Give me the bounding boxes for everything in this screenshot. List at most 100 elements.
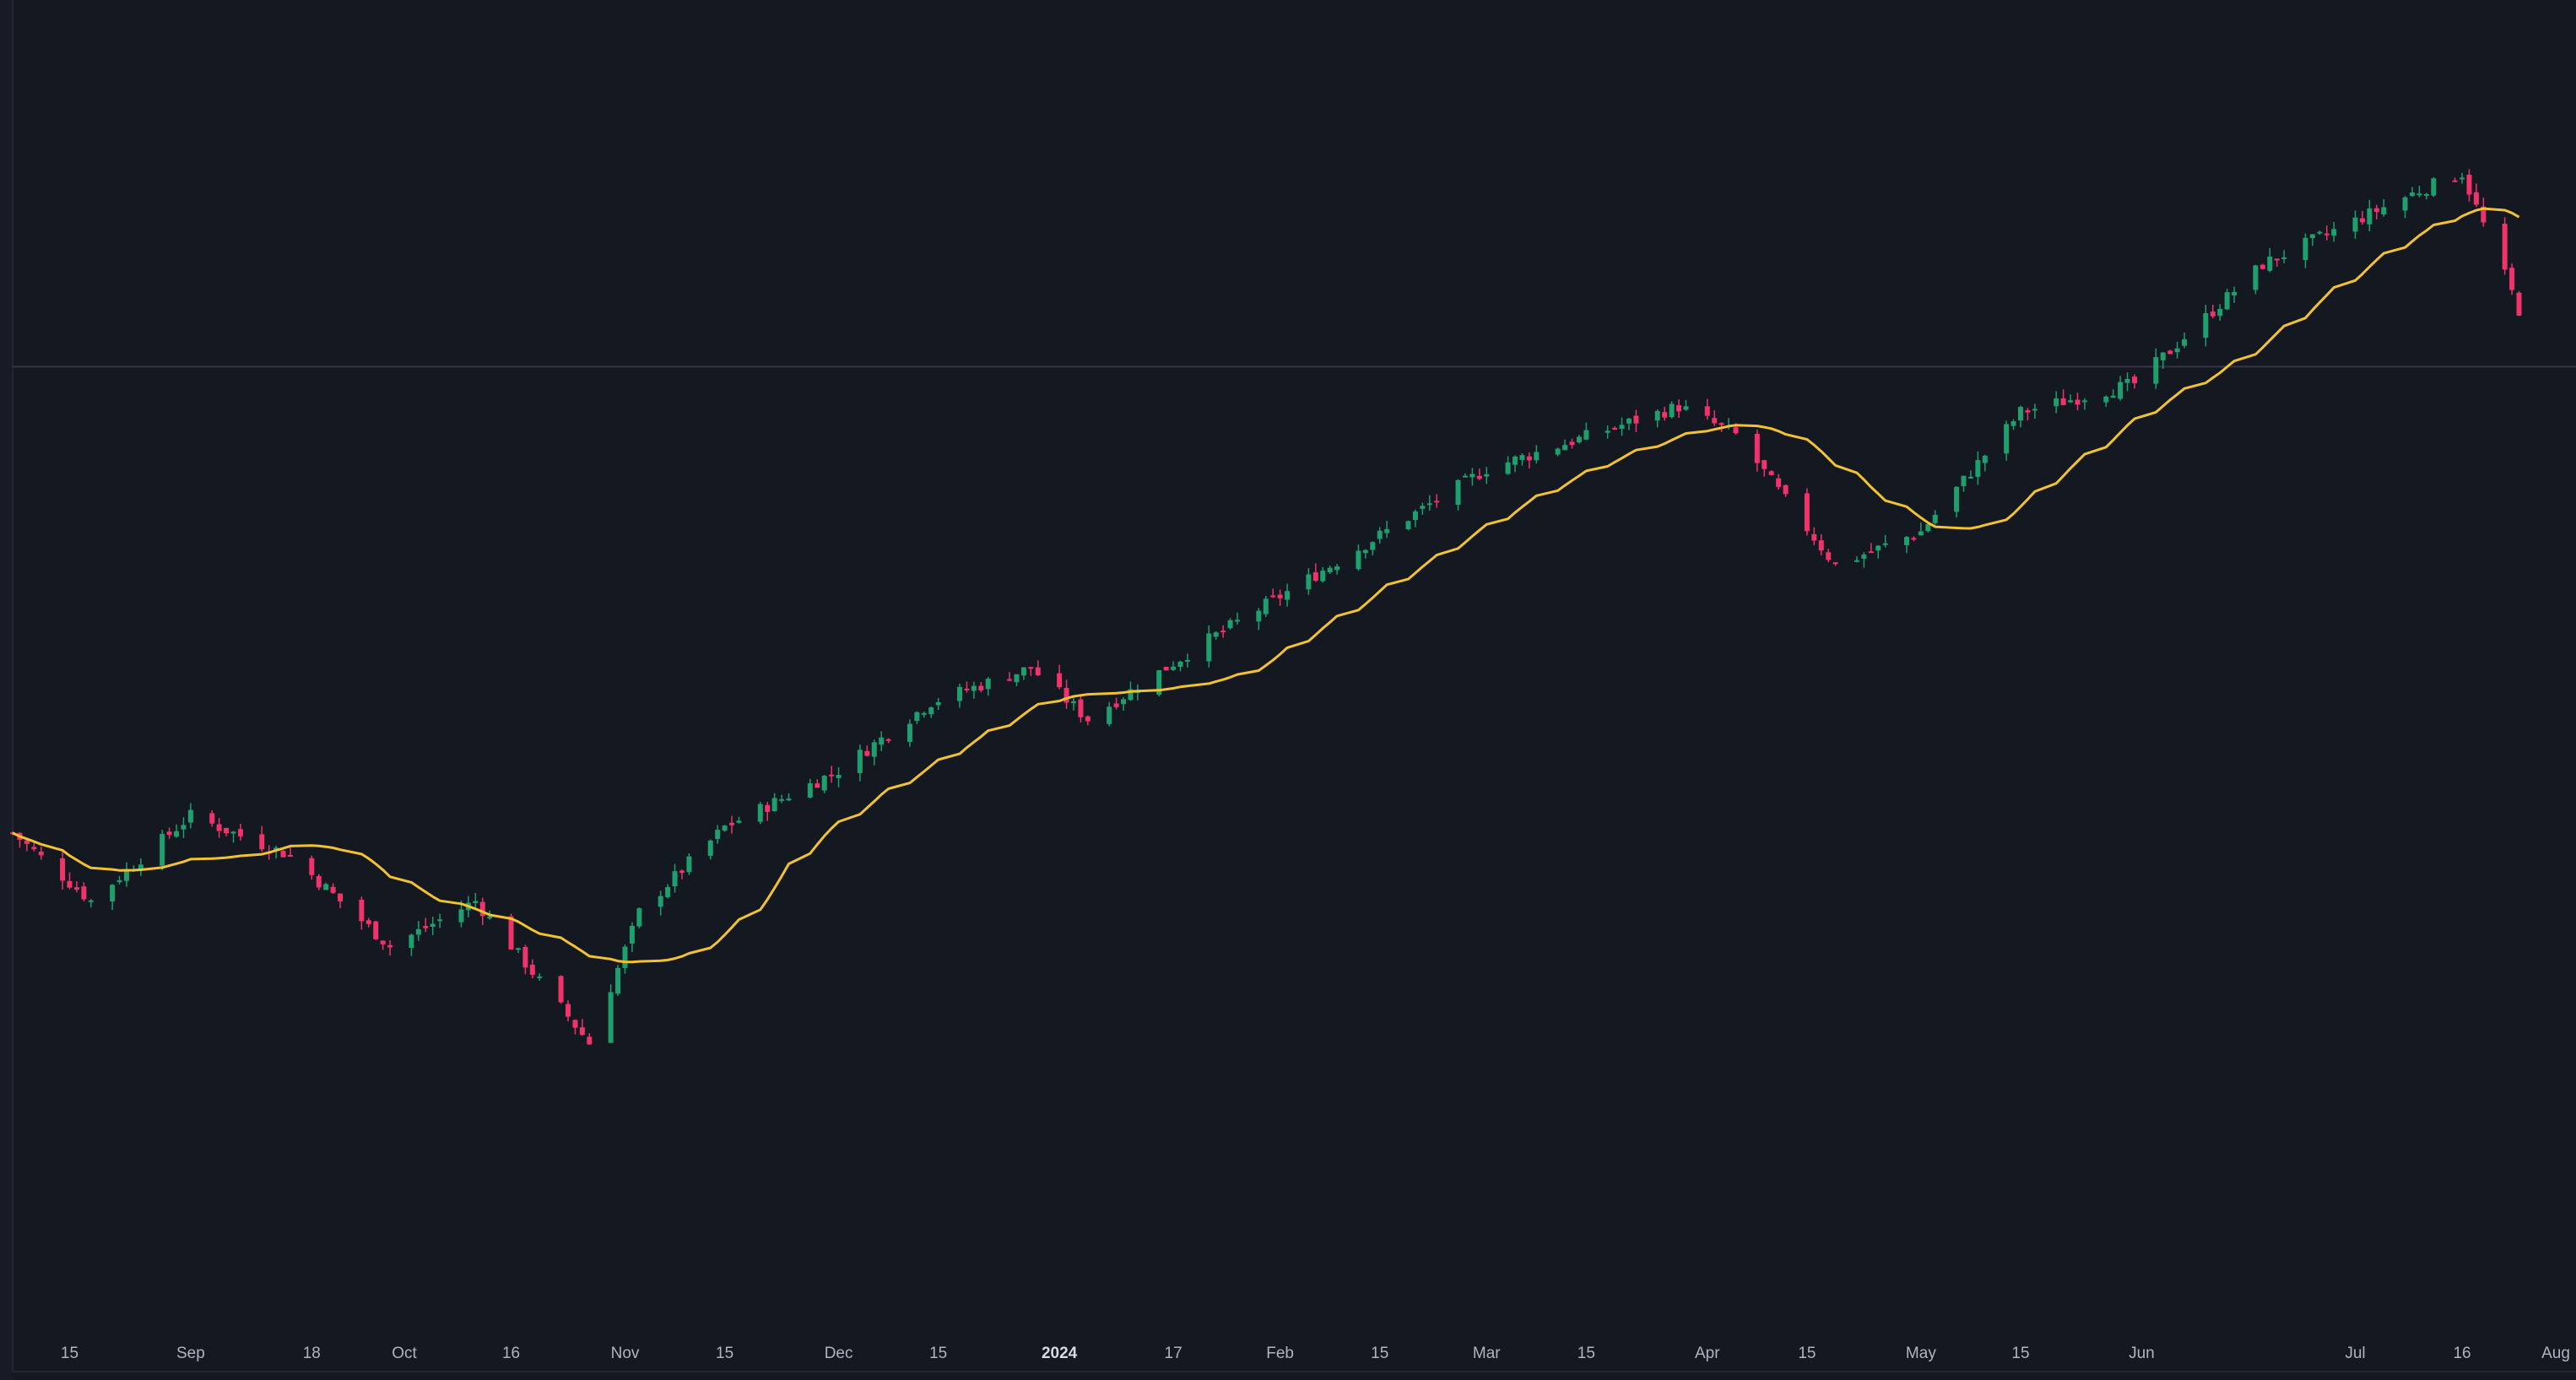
candle-down[interactable]: [280, 851, 286, 858]
candle-up[interactable]: [1626, 418, 1632, 424]
candle-up[interactable]: [779, 798, 785, 801]
candle-up[interactable]: [1171, 666, 1177, 670]
candle-down[interactable]: [1804, 493, 1810, 532]
candle-down[interactable]: [81, 886, 87, 900]
candle-down[interactable]: [1277, 594, 1283, 598]
candle-down[interactable]: [1035, 667, 1041, 676]
candle-up[interactable]: [1213, 632, 1219, 637]
candle-down[interactable]: [479, 901, 485, 917]
candle-up[interactable]: [622, 946, 628, 968]
candle-up[interactable]: [1306, 574, 1312, 590]
candle-down[interactable]: [2075, 399, 2081, 405]
candle-up[interactable]: [2124, 378, 2130, 383]
candle-down[interactable]: [1078, 699, 1084, 717]
candle-up[interactable]: [1285, 591, 1291, 600]
candle-down[interactable]: [338, 893, 344, 901]
candle-down[interactable]: [587, 1036, 593, 1045]
candle-up[interactable]: [2110, 395, 2116, 398]
candle-up[interactable]: [2267, 257, 2273, 271]
candle-up[interactable]: [2431, 178, 2437, 196]
candle-down[interactable]: [2060, 398, 2066, 406]
candle-up[interactable]: [2253, 265, 2259, 290]
candle-down[interactable]: [1085, 716, 1090, 722]
candle-up[interactable]: [2004, 424, 2010, 454]
candle-up[interactable]: [430, 923, 436, 927]
candle-up[interactable]: [914, 712, 920, 722]
candle-down[interactable]: [237, 829, 243, 836]
candle-up[interactable]: [123, 869, 129, 881]
candle-up[interactable]: [2054, 398, 2059, 407]
candle-up[interactable]: [1576, 436, 1582, 443]
candle-up[interactable]: [116, 879, 122, 883]
candle-up[interactable]: [2010, 421, 2016, 426]
candle-down[interactable]: [829, 774, 835, 777]
candle-up[interactable]: [1156, 670, 1162, 695]
candle-down[interactable]: [316, 876, 322, 888]
candle-down[interactable]: [2131, 376, 2137, 384]
candle-down[interactable]: [2324, 233, 2330, 235]
candle-up[interactable]: [672, 871, 678, 886]
candle-up[interactable]: [615, 967, 621, 994]
candle-up[interactable]: [928, 707, 934, 715]
candle-up[interactable]: [1014, 674, 1020, 683]
candle-up[interactable]: [1583, 430, 1589, 440]
candle-up[interactable]: [1362, 549, 1368, 554]
candle-down[interactable]: [2274, 258, 2280, 261]
candle-up[interactable]: [2317, 231, 2323, 234]
candle-up[interactable]: [707, 840, 713, 857]
candle-up[interactable]: [857, 750, 863, 773]
candle-up[interactable]: [821, 776, 827, 791]
candle-up[interactable]: [2068, 400, 2074, 403]
candle-up[interactable]: [879, 737, 885, 745]
candle-up[interactable]: [110, 885, 116, 901]
candle-up[interactable]: [836, 774, 842, 778]
candle-up[interactable]: [1918, 531, 1924, 536]
candle-up[interactable]: [771, 798, 777, 812]
candle-down[interactable]: [365, 920, 371, 924]
candle-down[interactable]: [2373, 208, 2379, 213]
candle-down[interactable]: [423, 926, 429, 928]
candle-up[interactable]: [2331, 229, 2337, 236]
candle-down[interactable]: [2167, 350, 2173, 354]
candle-up[interactable]: [1982, 455, 1988, 463]
candle-up[interactable]: [437, 919, 443, 922]
candle-down[interactable]: [2473, 192, 2479, 205]
candle-up[interactable]: [1519, 455, 1525, 460]
candle-up[interactable]: [2203, 313, 2209, 338]
candle-down[interactable]: [508, 916, 514, 950]
candle-up[interactable]: [1605, 430, 1610, 433]
candle-up[interactable]: [1555, 448, 1561, 455]
candle-down[interactable]: [2210, 311, 2216, 317]
candle-up[interactable]: [473, 901, 479, 904]
candle-up[interactable]: [985, 679, 991, 690]
candle-down[interactable]: [73, 887, 79, 890]
candle-up[interactable]: [957, 686, 963, 701]
candle-up[interactable]: [1954, 486, 1960, 512]
candle-up[interactable]: [935, 701, 941, 706]
candle-up[interactable]: [174, 831, 180, 837]
candle-up[interactable]: [2460, 177, 2465, 180]
candle-up[interactable]: [722, 825, 728, 831]
candle-down[interactable]: [864, 750, 870, 756]
candle-down[interactable]: [38, 851, 44, 856]
candle-up[interactable]: [2309, 234, 2315, 239]
candle-down[interactable]: [1783, 484, 1789, 495]
candle-up[interactable]: [2402, 197, 2408, 211]
candle-up[interactable]: [1377, 530, 1383, 539]
candle-up[interactable]: [2103, 396, 2109, 403]
candle-up[interactable]: [138, 864, 143, 870]
candle-up[interactable]: [1654, 410, 1660, 421]
candle-up[interactable]: [636, 908, 642, 927]
candle-up[interactable]: [1405, 521, 1411, 529]
candle-up[interactable]: [2281, 257, 2287, 259]
candle-up[interactable]: [1206, 633, 1212, 662]
candle-up[interactable]: [2153, 357, 2159, 384]
candle-up[interactable]: [181, 825, 187, 830]
candle-up[interactable]: [2367, 208, 2373, 225]
candle-up[interactable]: [1412, 511, 1418, 521]
candle-up[interactable]: [1370, 542, 1376, 550]
candle-down[interactable]: [885, 739, 891, 741]
candle-up[interactable]: [629, 925, 635, 944]
candle-up[interactable]: [1420, 506, 1426, 509]
